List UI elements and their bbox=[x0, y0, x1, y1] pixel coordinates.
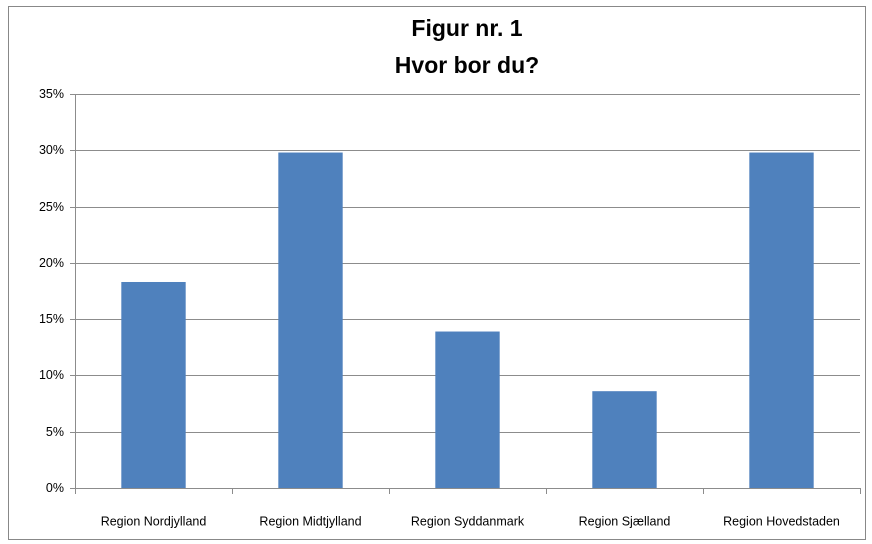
chart-subtitle: Hvor bor du? bbox=[395, 52, 539, 78]
y-tick-label: 0% bbox=[46, 481, 64, 495]
chart-title: Figur nr. 1 bbox=[411, 15, 522, 41]
y-tick-label: 25% bbox=[39, 200, 64, 214]
y-tick-label: 35% bbox=[39, 87, 64, 101]
x-tick-label: Region Nordjylland bbox=[101, 514, 207, 528]
bar bbox=[592, 391, 657, 488]
y-tick-label: 5% bbox=[46, 425, 64, 439]
x-tick-label: Region Syddanmark bbox=[411, 514, 525, 528]
x-tick-label: Region Hovedstaden bbox=[723, 514, 840, 528]
y-tick-label: 15% bbox=[39, 312, 64, 326]
y-tick-label: 10% bbox=[39, 368, 64, 382]
bar bbox=[749, 152, 814, 488]
bar bbox=[121, 281, 186, 488]
bar bbox=[435, 331, 500, 488]
x-tick-label: Region Midtjylland bbox=[259, 514, 361, 528]
y-tick-label: 30% bbox=[39, 143, 64, 157]
bar bbox=[278, 152, 343, 488]
x-tick-label: Region Sjælland bbox=[579, 514, 671, 528]
y-tick-label: 20% bbox=[39, 256, 64, 270]
